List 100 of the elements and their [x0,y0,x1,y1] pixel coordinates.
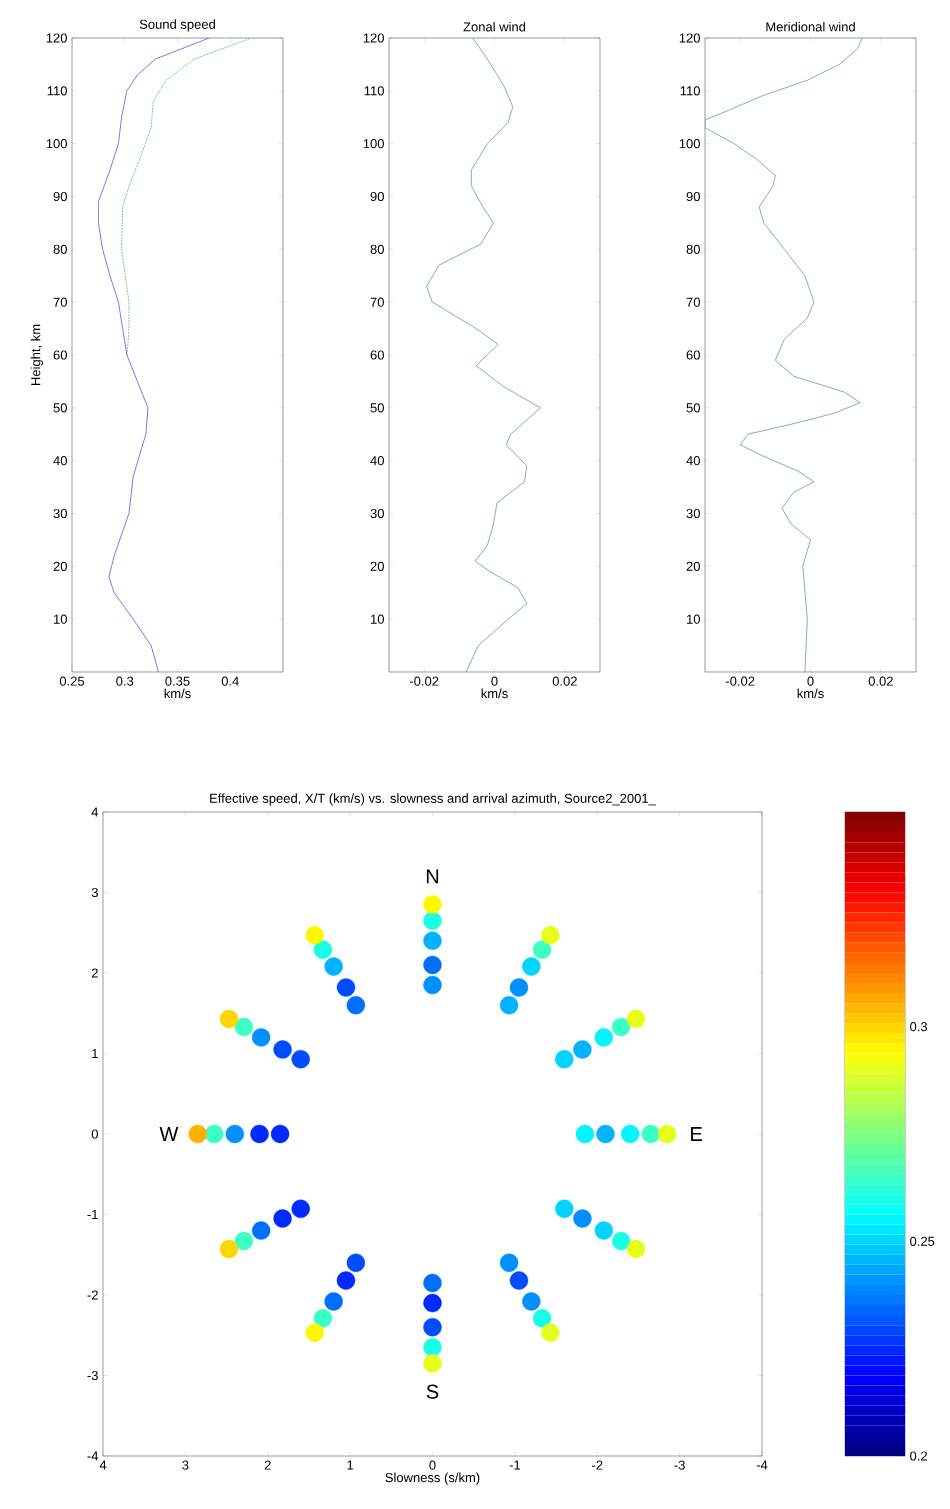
x-tick-label: 0 [429,1460,436,1470]
y-tick-label: 70 [686,297,700,307]
point [346,1253,366,1272]
y-tick-label: -1 [87,1210,98,1219]
y-tick-label: 10 [687,614,700,624]
chart-title: Meridional wind [766,21,855,32]
y-tick-label: 50 [53,403,67,413]
point [291,1049,310,1069]
y-tick-label: 20 [686,561,700,571]
y-tick-label: 30 [686,508,700,519]
point [555,1049,574,1069]
point [188,1124,207,1144]
y-tick-label: 120 [679,33,700,43]
point [555,1199,574,1219]
point [423,1354,442,1373]
annotation: N [426,869,439,884]
x-tick-label: -1 [509,1460,521,1470]
x-tick-label: 0 [807,676,814,686]
point [423,975,442,995]
y-tick-label: 50 [686,403,700,413]
y-tick-label: 110 [364,86,384,96]
point [594,1221,614,1240]
point [273,1040,292,1059]
y-tick-label: -4 [87,1451,99,1461]
color-bar-label: 0.25 [910,1236,935,1246]
y-tick-label: 90 [686,191,700,202]
chart-title: Effective speed, X/T (km/s) vs. slowness and arrival azimuth, Source2_2001_ [210,793,656,806]
point [509,978,529,997]
point [305,925,324,945]
point [541,925,560,945]
point [219,1009,239,1029]
y-tick-label: 40 [686,456,700,466]
x-tick-label: 0.4 [221,676,239,686]
y-tick-label: 90 [370,191,384,202]
point [225,1124,244,1144]
point [423,1338,442,1357]
y-tick-label: 4 [91,807,99,817]
y-tick-label: 0 [91,1129,98,1139]
point [611,1017,631,1037]
y-tick-label: 50 [370,403,384,413]
point [234,1231,254,1251]
point [423,1293,442,1313]
point [324,1292,343,1311]
annotation: W [159,1127,179,1141]
x-tick-label: 0.3 [116,676,134,686]
color-bar-label: 0.2 [910,1451,927,1461]
point [596,1124,615,1144]
point [611,1231,631,1251]
point [522,957,541,976]
x-tick-label: 0.02 [552,676,577,686]
y-tick-label: 120 [46,33,67,43]
point [313,940,333,959]
x-tick-label: 4 [99,1460,107,1470]
y-tick-label: 30 [370,508,384,519]
point [620,1124,640,1144]
line-series [98,37,210,672]
y-tick-label: 80 [53,244,67,254]
x-tick-label: -4 [756,1460,768,1470]
point [594,1028,614,1047]
point [250,1124,269,1144]
y-tick-label: 30 [53,508,67,519]
y-tick-label: 90 [53,191,67,202]
point [423,895,442,914]
x-tick-label: 3 [182,1460,189,1470]
point [658,1124,677,1144]
y-tick-label: 100 [363,139,384,149]
point [626,1009,646,1029]
point [532,940,552,959]
point [336,978,356,997]
y-tick-label: 80 [686,244,700,254]
x-axis-title: km/s [164,688,191,699]
point [575,1124,595,1144]
point [219,1239,239,1259]
point [626,1239,646,1259]
y-tick-label: 1 [92,1049,98,1058]
x-axis-title: km/s [481,688,508,699]
x-tick-label: 1 [347,1460,354,1470]
point [251,1221,271,1240]
y-tick-label: 10 [53,614,67,624]
y-axis-title: Height, km [30,324,43,385]
point [573,1209,592,1228]
point [291,1199,310,1219]
y-tick-label: 10 [371,614,384,624]
point [423,911,442,930]
point [532,1309,552,1328]
point [273,1209,292,1228]
point [499,996,519,1015]
y-tick-label: 60 [370,350,384,360]
annotation: S [426,1384,439,1399]
x-axis-title: km/s [797,688,824,699]
point [541,1323,560,1343]
point [270,1124,290,1144]
point [346,996,366,1015]
y-tick-label: 80 [370,244,384,254]
x-tick-label: 0.02 [868,676,893,686]
y-tick-label: 20 [370,561,384,571]
x-tick-label: 0.35 [165,676,190,686]
y-tick-label: 120 [363,33,384,43]
y-tick-label: 2 [91,968,98,978]
x-tick-label: 0 [491,676,498,686]
